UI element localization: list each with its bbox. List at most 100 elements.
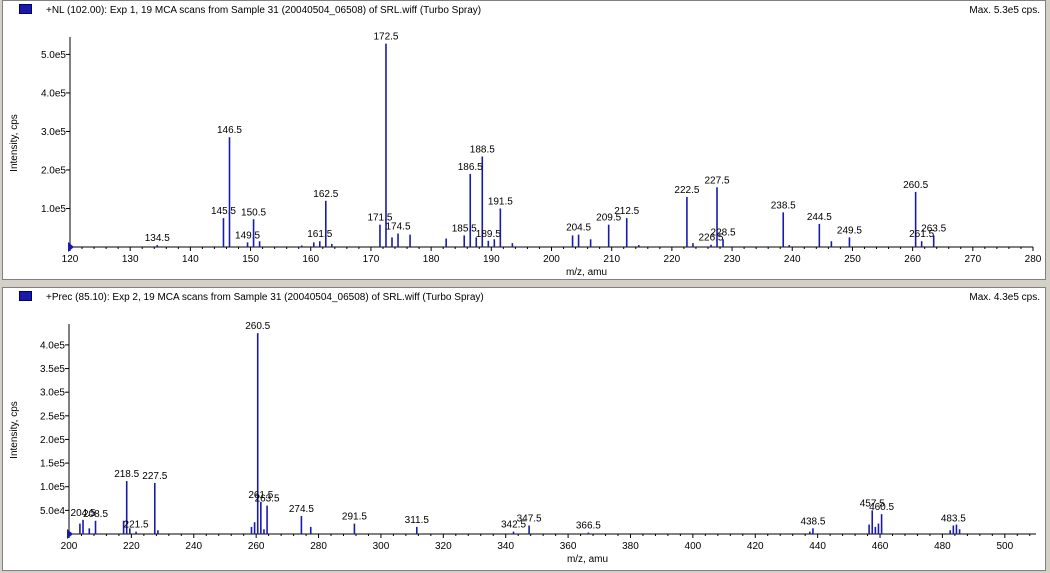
x-tick-label: 190 [483, 254, 500, 265]
baseline-marker [68, 242, 74, 252]
peak-label: 291.5 [342, 512, 367, 523]
x-tick-label: 380 [622, 541, 639, 552]
peak-label: 150.5 [241, 207, 266, 218]
spectrum-chart-nl[interactable]: 120 130 140 150 160 170 180 190 200 210 220 230 240 2… [3, 1, 1045, 279]
peak-label: 274.5 [289, 504, 314, 515]
x-tick-label: 480 [934, 541, 951, 552]
y-tick-label: 2.0e5 [40, 435, 65, 446]
peak-label: 186.5 [458, 162, 483, 173]
spectrum-chart-prec[interactable]: 200 220 240 260 280 300 320 340 360 380 400 420 440 4… [3, 288, 1045, 570]
trace-color-swatch[interactable] [19, 291, 32, 301]
peak-label: 263.5 [255, 494, 280, 505]
x-tick-label: 210 [603, 254, 620, 265]
peak-label: 191.5 [488, 196, 513, 207]
trace-color-swatch[interactable] [19, 4, 32, 14]
peak-label: 347.5 [517, 513, 542, 524]
peak-label: 263.5 [921, 223, 946, 234]
peak-label: 204.5 [566, 223, 591, 234]
y-tick-label: 1.0e5 [41, 204, 66, 215]
peak-label: 145.5 [211, 206, 236, 217]
x-tick-label: 260 [248, 541, 265, 552]
peak-label: 227.5 [705, 175, 730, 186]
y-axis-title: Intensity, cps [9, 401, 20, 459]
x-tick-label: 280 [1025, 254, 1042, 265]
peak-label: 228.5 [711, 227, 736, 238]
y-tick-label: 4.0e5 [41, 88, 66, 99]
peak-label: 209.5 [596, 213, 621, 224]
x-tick-label: 320 [435, 541, 452, 552]
y-tick-label: 2.5e5 [40, 411, 65, 422]
x-tick-label: 500 [996, 541, 1013, 552]
x-tick-label: 420 [747, 541, 764, 552]
peak-label: 212.5 [614, 206, 639, 217]
scan-title: +NL (102.00): Exp 1, 19 MCA scans from S… [46, 5, 482, 16]
peak-label: 134.5 [145, 233, 170, 244]
peak-label: 218.5 [114, 469, 139, 480]
x-tick-label: 340 [497, 541, 514, 552]
peak-label: 222.5 [674, 185, 699, 196]
x-tick-label: 170 [363, 254, 380, 265]
x-tick-label: 460 [872, 541, 889, 552]
peak-label: 226.5 [698, 233, 723, 244]
y-tick-label: 3.5e5 [40, 364, 65, 375]
x-tick-label: 120 [62, 254, 79, 265]
x-tick-label: 180 [423, 254, 440, 265]
x-tick-label: 270 [964, 254, 981, 265]
x-tick-label: 150 [242, 254, 259, 265]
peak-label: 185.5 [452, 223, 477, 234]
x-tick-label: 140 [182, 254, 199, 265]
y-tick-label: 3.0e5 [41, 127, 66, 138]
y-tick-label: 5.0e4 [40, 506, 65, 517]
x-tick-label: 230 [724, 254, 741, 265]
peak-label: 149.5 [235, 230, 260, 241]
x-tick-label: 160 [302, 254, 319, 265]
y-tick-label: 1.0e5 [40, 482, 65, 493]
peak-label: 260.5 [903, 180, 928, 191]
x-axis-title: m/z, amu [567, 554, 608, 565]
peak-label: 227.5 [142, 471, 167, 482]
peak-label: 460.5 [869, 502, 894, 513]
peak-label: 208.5 [83, 509, 108, 520]
x-axis-title: m/z, amu [566, 267, 607, 278]
x-tick-label: 300 [373, 541, 390, 552]
peak-label: 161.5 [307, 229, 332, 240]
x-tick-label: 220 [664, 254, 681, 265]
x-tick-label: 200 [61, 541, 78, 552]
peak-label: 221.5 [124, 520, 149, 531]
peak-label: 146.5 [217, 125, 242, 136]
y-tick-label: 1.5e5 [40, 459, 65, 470]
y-axis-title: Intensity, cps [9, 114, 20, 172]
scan-title: +Prec (85.10): Exp 2, 19 MCA scans from … [46, 292, 484, 303]
peak-label: 483.5 [941, 513, 966, 524]
baseline-marker [67, 529, 73, 539]
peak-label: 162.5 [313, 189, 338, 200]
peak-label: 457.5 [860, 498, 885, 509]
y-tick-label: 5.0e5 [41, 50, 66, 61]
panel-header: +NL (102.00): Exp 1, 19 MCA scans from S… [3, 1, 1045, 21]
x-tick-label: 130 [122, 254, 139, 265]
y-tick-label: 2.0e5 [41, 165, 66, 176]
peak-label: 244.5 [807, 212, 832, 223]
x-tick-label: 200 [543, 254, 560, 265]
x-tick-label: 280 [310, 541, 327, 552]
peak-label: 260.5 [245, 321, 270, 332]
peak-label: 238.5 [771, 200, 796, 211]
peak-label: 342.5 [501, 520, 526, 531]
x-tick-label: 240 [784, 254, 801, 265]
x-tick-label: 220 [123, 541, 140, 552]
x-tick-label: 250 [844, 254, 861, 265]
max-intensity-label: Max. 5.3e5 cps. [969, 5, 1040, 16]
spectrum-panel-nl: +NL (102.00): Exp 1, 19 MCA scans from S… [2, 0, 1046, 280]
peak-label: 249.5 [837, 225, 862, 236]
x-tick-label: 440 [809, 541, 826, 552]
peak-label: 366.5 [576, 521, 601, 532]
peak-label: 311.5 [405, 515, 430, 526]
y-tick-label: 3.0e5 [40, 388, 65, 399]
peak-label: 261.5 [248, 490, 273, 501]
peak-label: 261.5 [909, 229, 934, 240]
peak-label: 172.5 [373, 32, 398, 43]
x-tick-label: 260 [904, 254, 921, 265]
peak-label: 188.5 [470, 144, 495, 155]
x-tick-label: 360 [560, 541, 577, 552]
peak-label: 438.5 [800, 516, 825, 527]
